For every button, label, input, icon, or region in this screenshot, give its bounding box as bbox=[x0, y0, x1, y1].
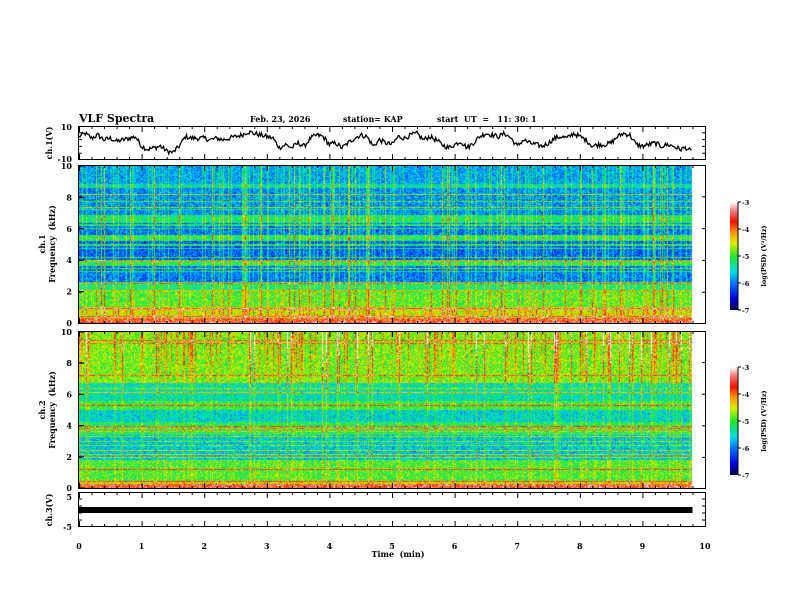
freq-tick-label: 0 bbox=[66, 483, 72, 493]
start-time-label: start UT = 11: 30: 1 bbox=[437, 114, 537, 124]
x-axis-label: Time (min) bbox=[371, 549, 424, 559]
freq-tick-label: 0 bbox=[66, 318, 72, 328]
station-label: station= KAP bbox=[343, 114, 403, 124]
ch1-waveform-line bbox=[78, 129, 692, 156]
ch1-ylabel: ch.1(V) bbox=[44, 126, 54, 159]
x-tick-label: 4 bbox=[327, 541, 333, 551]
ch3-ytick-bottom: -5 bbox=[63, 522, 72, 532]
ch1-spec-freq-label: Frequency (kHz) bbox=[47, 205, 57, 283]
x-tick-label: 7 bbox=[514, 541, 520, 551]
ch1-waveform-panel: 10 -10 ch.1(V) bbox=[44, 122, 706, 164]
freq-tick-label: 2 bbox=[66, 287, 72, 297]
freq-tick-label: 2 bbox=[66, 452, 72, 462]
colorbar-tick-label: -7 bbox=[742, 472, 749, 480]
x-tick-label: 9 bbox=[640, 541, 646, 551]
ch2-colorbar-ticks: -3 -4 -5 -6 -7 bbox=[737, 364, 750, 480]
colorbar-tick-label: -7 bbox=[742, 307, 749, 315]
freq-tick-label: 6 bbox=[66, 224, 72, 234]
ch2-spec-yticks: 0 2 4 6 8 10 bbox=[61, 327, 84, 493]
ch2-colorbar-gradient bbox=[730, 367, 738, 475]
ch1-colorbar-ticks: -3 -4 -5 -6 -7 bbox=[737, 199, 750, 315]
ch1-colorbar: -3 -4 -5 -6 -7 log(PSD) (V²/Hz) bbox=[730, 199, 768, 315]
ch3-waveform-line bbox=[79, 507, 693, 513]
colorbar-tick-label: -5 bbox=[742, 253, 750, 261]
x-axis-tick-labels: 0 1 2 3 4 5 6 7 8 9 10 bbox=[76, 541, 711, 551]
ch1-ytick-top: 10 bbox=[61, 122, 73, 132]
colorbar-tick-label: -4 bbox=[742, 226, 750, 234]
x-tick-label: 5 bbox=[389, 541, 395, 551]
ch1-spec-ylabel: ch.1 bbox=[37, 234, 47, 253]
freq-tick-label: 6 bbox=[66, 389, 72, 399]
ch3-ytick-top: 5 bbox=[66, 492, 72, 502]
colorbar-tick-label: -5 bbox=[742, 418, 750, 426]
freq-tick-label: 10 bbox=[61, 161, 73, 171]
ch2-colorbar: -3 -4 -5 -6 -7 log(PSD) (V²/Hz) bbox=[730, 364, 768, 480]
x-tick-label: 3 bbox=[264, 541, 270, 551]
freq-tick-label: 8 bbox=[66, 192, 72, 202]
ch1-colorbar-label: log(PSD) (V²/Hz) bbox=[760, 225, 768, 286]
freq-tick-label: 4 bbox=[66, 421, 72, 431]
ch3-waveform-panel: 5 -5 ch.3(V) bbox=[44, 492, 706, 532]
ch1-colorbar-gradient bbox=[730, 202, 738, 310]
ch1-spectrogram-image bbox=[79, 166, 705, 323]
ch2-spectrogram-panel: 0 2 4 6 8 10 ch.2 Frequency (kHz) bbox=[37, 327, 706, 493]
colorbar-tick-label: -3 bbox=[742, 199, 750, 207]
freq-tick-label: 8 bbox=[66, 358, 72, 368]
colorbar-tick-label: -4 bbox=[742, 391, 750, 399]
ch2-spectrogram-image bbox=[79, 332, 705, 488]
ch2-colorbar-label: log(PSD) (V²/Hz) bbox=[760, 390, 768, 451]
colorbar-tick-label: -3 bbox=[742, 364, 750, 372]
x-tick-label: 10 bbox=[699, 541, 711, 551]
ch1-spectrogram-panel: 0 2 4 6 8 10 ch.1 Frequency (kHz) bbox=[37, 161, 706, 328]
ch3-ylabel: ch.3(V) bbox=[44, 493, 54, 526]
ch3-ticks bbox=[79, 492, 706, 527]
colorbar-tick-label: -6 bbox=[742, 280, 750, 288]
date-label: Feb. 23, 2026 bbox=[250, 114, 311, 124]
freq-tick-label: 4 bbox=[66, 255, 72, 265]
x-tick-label: 2 bbox=[201, 541, 207, 551]
ch2-spec-ylabel: ch.2 bbox=[37, 400, 47, 419]
ch1-spec-yticks: 0 2 4 6 8 10 bbox=[61, 161, 84, 328]
ch1-ticks bbox=[79, 126, 706, 160]
ch1-ytick-bottom: -10 bbox=[58, 154, 73, 164]
x-tick-label: 1 bbox=[139, 541, 145, 551]
figure-title: VLF Spectra bbox=[78, 112, 154, 125]
x-tick-label: 0 bbox=[76, 541, 82, 551]
freq-tick-label: 10 bbox=[61, 327, 73, 337]
colorbar-tick-label: -6 bbox=[742, 445, 750, 453]
ch2-spec-freq-label: Frequency (kHz) bbox=[47, 371, 57, 449]
x-tick-label: 6 bbox=[452, 541, 458, 551]
x-tick-label: 8 bbox=[577, 541, 583, 551]
